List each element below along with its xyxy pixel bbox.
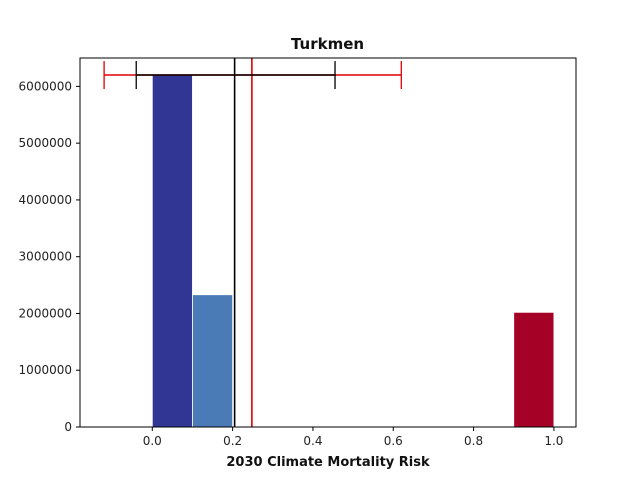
y-tick-label-2: 2000000	[19, 306, 72, 320]
x-tick-label-1: 0.2	[223, 434, 242, 448]
chart-title: Turkmen	[291, 35, 364, 53]
x-axis: 0.0 0.2 0.4 0.6 0.8 1.0	[143, 427, 563, 448]
plot-frame	[79, 57, 577, 428]
bars-layer	[151, 74, 555, 428]
y-tick-label-4: 4000000	[19, 193, 72, 207]
reference-lines-layer	[103, 58, 402, 427]
x-tick-label-3: 0.6	[384, 434, 403, 448]
x-tick-label-5: 1.0	[544, 434, 563, 448]
y-tick-label-5: 5000000	[19, 136, 72, 150]
histogram-bar-1	[192, 294, 234, 428]
y-tick-label-0: 0	[64, 420, 72, 434]
x-tick-label-2: 0.4	[303, 434, 322, 448]
x-tick-label-0: 0.0	[143, 434, 162, 448]
x-tick-label-4: 0.8	[464, 434, 483, 448]
y-tick-label-6: 6000000	[19, 79, 72, 93]
y-tick-label-1: 1000000	[19, 363, 72, 377]
histogram-bar-2	[513, 311, 555, 428]
histogram-bar-0	[151, 74, 193, 428]
y-tick-label-3: 3000000	[19, 250, 72, 264]
y-axis: 0 1000000 2000000 3000000 4000000 5000000 6000…	[19, 79, 80, 434]
x-axis-label: 2030 Climate Mortality Risk	[226, 455, 430, 470]
